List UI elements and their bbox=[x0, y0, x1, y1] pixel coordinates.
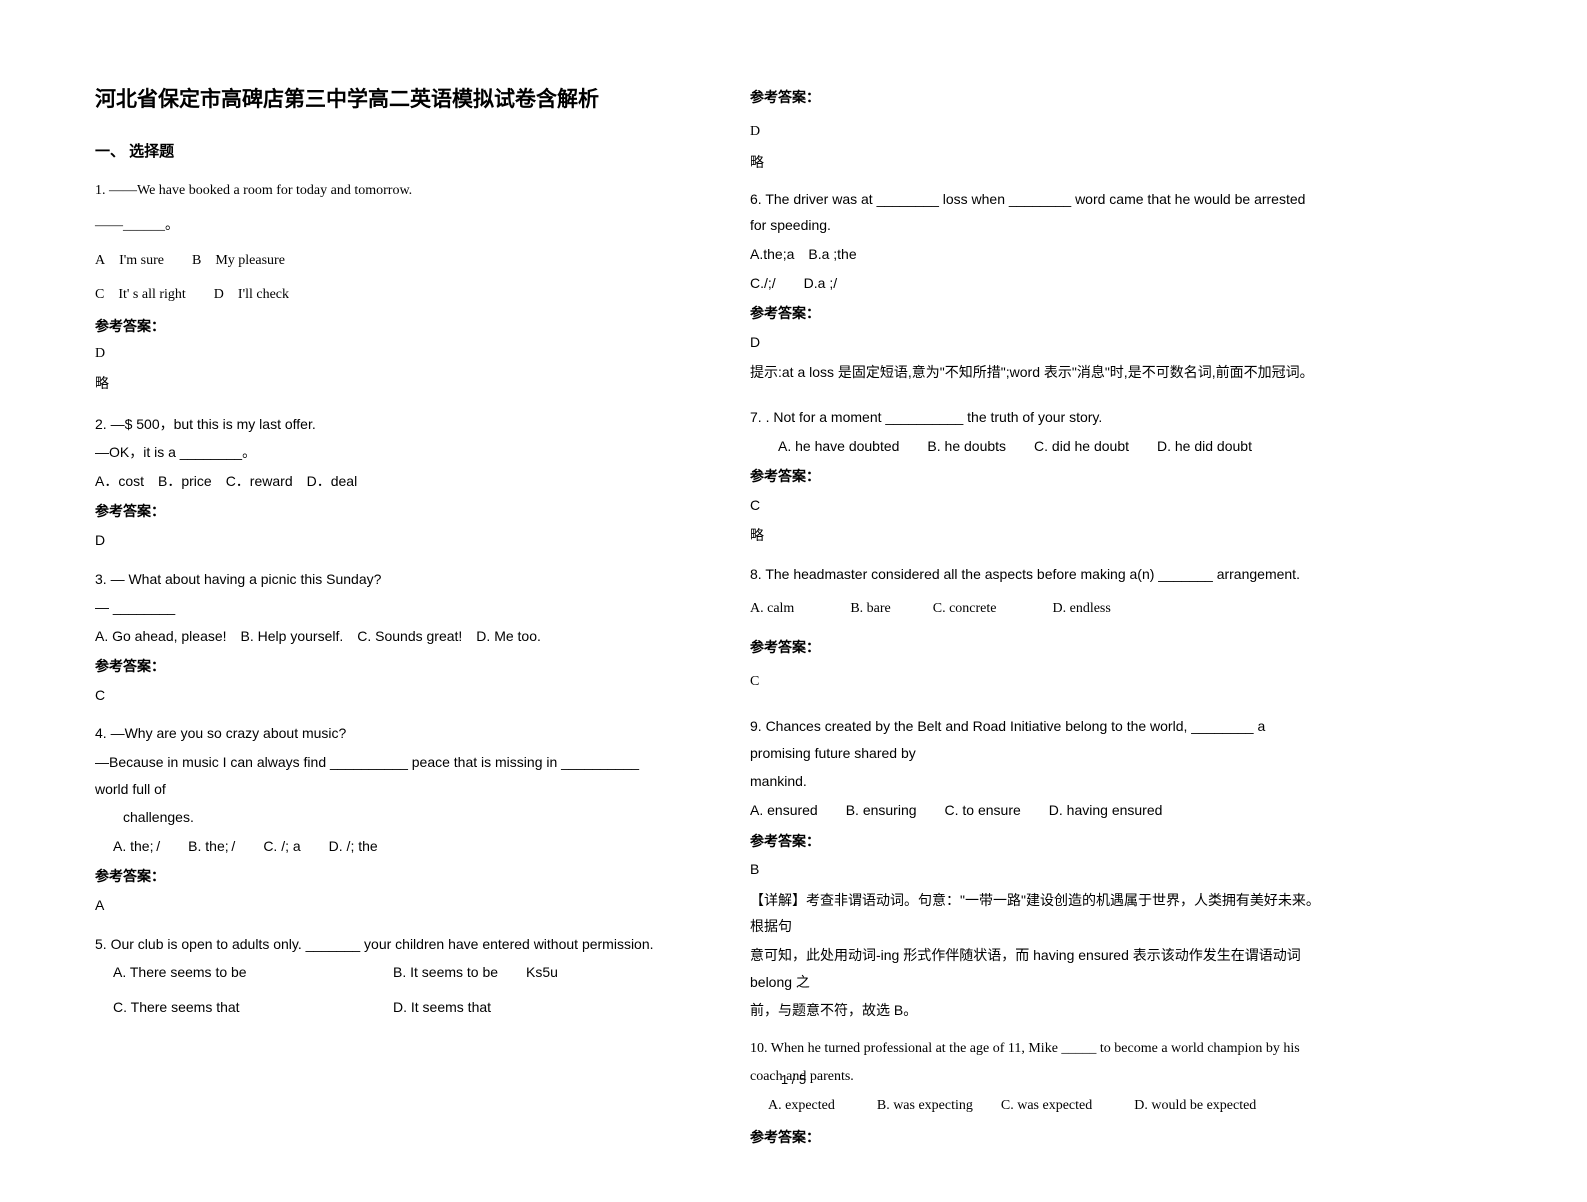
q6-options-2: C./;/ D.a ;/ bbox=[750, 270, 1320, 297]
question-8: 8. The headmaster considered all the asp… bbox=[750, 561, 1320, 695]
question-4: 4. —Why are you so crazy about music? —B… bbox=[95, 720, 665, 918]
q5-opt-a: A. There seems to be bbox=[113, 959, 393, 986]
section-heading: 一、 选择题 bbox=[95, 138, 665, 167]
q5-omit: 略 bbox=[750, 149, 1320, 176]
q3-stem-1: 3. — What about having a picnic this Sun… bbox=[95, 566, 665, 593]
document-title: 河北省保定市高碑店第三中学高二英语模拟试卷含解析 bbox=[95, 80, 665, 120]
q3-options: A. Go ahead, please! B. Help yourself. C… bbox=[95, 623, 665, 650]
answer-label: 参考答案： bbox=[95, 498, 665, 525]
q3-stem-2: — ________ bbox=[95, 594, 665, 621]
q4-stem-2b: challenges. bbox=[95, 804, 665, 831]
answer-label: 参考答案： bbox=[750, 463, 1320, 490]
q5-opt-d: D. It seems that bbox=[393, 994, 491, 1021]
q6-answer: D bbox=[750, 329, 1320, 356]
q9-explanation-2: 意可知，此处用动词-ing 形式作伴随状语，而 having ensured 表… bbox=[750, 942, 1320, 995]
q1-stem-2: ——______。 bbox=[95, 213, 665, 240]
q1-options-2: C It' s all right D I'll check bbox=[95, 282, 665, 309]
answer-label: 参考答案： bbox=[95, 313, 665, 340]
q5-answer: D bbox=[750, 119, 1320, 146]
q6-options-1: A.the;a B.a ;the bbox=[750, 241, 1320, 268]
q7-answer: C bbox=[750, 492, 1320, 519]
q4-stem-1: 4. —Why are you so crazy about music? bbox=[95, 720, 665, 747]
q9-answer: B bbox=[750, 856, 1320, 883]
q10-options: A. expected B. was expecting C. was expe… bbox=[750, 1093, 1320, 1120]
q4-answer: A bbox=[95, 892, 665, 919]
q9-stem-2: mankind. bbox=[750, 768, 1320, 795]
q1-stem-1: 1. ——We have booked a room for today and… bbox=[95, 178, 665, 205]
answer-label: 参考答案： bbox=[750, 1124, 1320, 1151]
page-number: 1 / 5 bbox=[0, 1072, 1587, 1087]
q2-stem-1: 2. —$ 500，but this is my last offer. bbox=[95, 411, 665, 438]
q2-stem-2: —OK，it is a ________。 bbox=[95, 439, 665, 466]
question-2: 2. —$ 500，but this is my last offer. —OK… bbox=[95, 411, 665, 554]
question-9: 9. Chances created by the Belt and Road … bbox=[750, 713, 1320, 1024]
q5-stem-1: 5. Our club is open to adults only. ____… bbox=[95, 931, 665, 958]
q4-options: A. the; / B. the; / C. /; a D. /; the bbox=[95, 833, 665, 860]
question-10: 10. When he turned professional at the a… bbox=[750, 1036, 1320, 1150]
q5-opt-b: B. It seems to be Ks5u bbox=[393, 959, 558, 986]
q1-options-1: A I'm sure B My pleasure bbox=[95, 248, 665, 275]
question-7: 7. . Not for a moment __________ the tru… bbox=[750, 404, 1320, 549]
answer-label: 参考答案： bbox=[750, 828, 1320, 855]
q5-options-row2: C. There seems that D. It seems that bbox=[95, 994, 665, 1021]
q5-options-row1: A. There seems to be B. It seems to be K… bbox=[95, 959, 665, 986]
left-column: 河北省保定市高碑店第三中学高二英语模拟试卷含解析 一、 选择题 1. ——We … bbox=[95, 80, 665, 1162]
answer-label: 参考答案： bbox=[95, 653, 665, 680]
right-column: 参考答案： D 略 6. The driver was at ________ … bbox=[750, 80, 1320, 1162]
q5-opt-c: C. There seems that bbox=[113, 994, 393, 1021]
q8-stem: 8. The headmaster considered all the asp… bbox=[750, 561, 1320, 588]
question-5: 5. Our club is open to adults only. ____… bbox=[95, 931, 665, 1021]
q6-stem: 6. The driver was at ________ loss when … bbox=[750, 186, 1320, 239]
question-1: 1. ——We have booked a room for today and… bbox=[95, 178, 665, 398]
q2-options: A．cost B．price C．reward D．deal bbox=[95, 468, 665, 495]
q9-explanation-3: 前，与题意不符，故选 B。 bbox=[750, 997, 1320, 1024]
q2-answer: D bbox=[95, 527, 665, 554]
q3-answer: C bbox=[95, 682, 665, 709]
q1-omit: 略 bbox=[95, 372, 665, 399]
q8-options: A. calm B. bare C. concrete D. endless bbox=[750, 596, 1320, 623]
q7-options: A. he have doubted B. he doubts C. did h… bbox=[750, 433, 1320, 460]
q6-explanation: 提示:at a loss 是固定短语,意为"不知所措";word 表示"消息"时… bbox=[750, 359, 1320, 386]
answer-label: 参考答案： bbox=[750, 300, 1320, 327]
q4-stem-2: —Because in music I can always find ____… bbox=[95, 749, 665, 802]
q9-options: A. ensured B. ensuring C. to ensure D. h… bbox=[750, 797, 1320, 824]
question-3: 3. — What about having a picnic this Sun… bbox=[95, 566, 665, 709]
q8-answer: C bbox=[750, 669, 1320, 696]
question-6: 6. The driver was at ________ loss when … bbox=[750, 186, 1320, 386]
q10-stem-1: 10. When he turned professional at the a… bbox=[750, 1036, 1320, 1063]
page-container: 河北省保定市高碑店第三中学高二英语模拟试卷含解析 一、 选择题 1. ——We … bbox=[0, 0, 1587, 1202]
answer-label: 参考答案： bbox=[750, 634, 1320, 661]
answer-label: 参考答案： bbox=[95, 863, 665, 890]
q1-answer: D bbox=[95, 341, 665, 368]
q9-explanation-1: 【详解】考查非谓语动词。句意："一带一路"建设创造的机遇属于世界，人类拥有美好未… bbox=[750, 887, 1320, 940]
q7-stem: 7. . Not for a moment __________ the tru… bbox=[750, 404, 1320, 431]
q7-omit: 略 bbox=[750, 522, 1320, 549]
answer-label: 参考答案： bbox=[750, 84, 1320, 111]
q9-stem-1: 9. Chances created by the Belt and Road … bbox=[750, 713, 1320, 766]
